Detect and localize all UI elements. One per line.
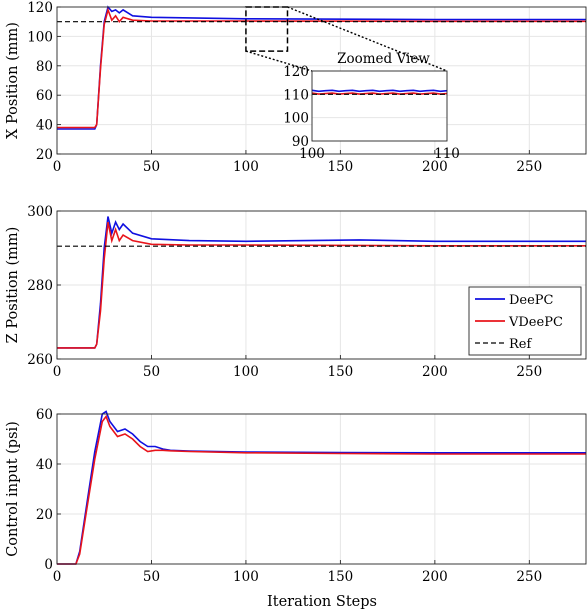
zoom-region-box: [245, 6, 289, 52]
inset-y-tick-label: 120: [283, 64, 309, 80]
legend-label: Ref: [509, 337, 532, 352]
tick-labels: 0 50 100 150 200 250 0 20 40 60: [36, 407, 542, 585]
y-tick-label: 280: [27, 278, 53, 294]
y-tick-label: 20: [36, 147, 53, 163]
inset-y-tick-label: 100: [283, 111, 309, 127]
legend-label: DeePC: [509, 293, 554, 308]
x-tick-label: 250: [516, 364, 542, 380]
y-axis-label: Z Position (mm): [5, 227, 21, 344]
series-line-vdeepc: [57, 7, 586, 129]
legend: DeePC VDeePC Ref: [468, 286, 582, 356]
inset-x-tick-label: 110: [434, 146, 460, 162]
inset-y-tick-label: 110: [283, 87, 309, 103]
y-tick-label: 120: [27, 0, 53, 16]
axes-frame: [56, 210, 587, 360]
y-axis-label: Control input (psi): [5, 421, 21, 557]
x-tick-label: 0: [53, 364, 62, 380]
legend-label: VDeePC: [508, 315, 563, 330]
axes-frame: [56, 413, 587, 565]
inset-y-tick-label: 90: [292, 134, 309, 150]
series-lines: [57, 5, 586, 130]
y-tick-label: 60: [36, 407, 53, 423]
tick-labels: 0 50 100 150 200 250 260 280 300: [27, 204, 542, 380]
x-axis-label: Iteration Steps: [267, 594, 377, 610]
panel-3: 0 50 100 150 200 250 0 20 40 60 Control input (psi…: [5, 407, 587, 585]
y-tick-label: 80: [36, 59, 53, 75]
y-tick-label: 100: [27, 29, 53, 45]
series-lines: [57, 216, 586, 349]
inset-series-deepc: [311, 89, 448, 93]
x-tick-label: 50: [143, 364, 160, 380]
y-tick-label: 60: [36, 88, 53, 104]
x-tick-label: 100: [233, 364, 259, 380]
y-axis-label: X Position (mm): [5, 22, 21, 139]
x-tick-label: 0: [53, 569, 62, 585]
y-tick-label: 300: [27, 204, 53, 220]
y-tick-label: 40: [36, 118, 53, 134]
series-line-vdeepc: [57, 221, 586, 349]
x-tick-label: 100: [233, 569, 259, 585]
x-tick-label: 250: [516, 569, 542, 585]
plot-area: [57, 414, 586, 564]
x-tick-label: 200: [422, 569, 448, 585]
inset-x-tick-label: 100: [299, 146, 325, 162]
series-lines: [57, 410, 586, 565]
series-line-vdeepc: [57, 414, 586, 565]
x-tick-label: 200: [422, 159, 448, 175]
x-tick-label: 50: [143, 569, 160, 585]
x-tick-label: 150: [328, 364, 354, 380]
y-tick-label: 0: [44, 557, 53, 573]
inset-frame: [311, 70, 448, 142]
x-tick-label: 50: [143, 159, 160, 175]
inset-series-lines: [311, 89, 448, 95]
axes-frame: [56, 6, 587, 155]
x-tick-label: 0: [53, 159, 62, 175]
inset-plot-area: [312, 71, 447, 141]
x-tick-label: 150: [328, 569, 354, 585]
zoom-connector: [245, 50, 313, 72]
inset-title: Zoomed View: [337, 51, 430, 67]
x-tick-label: 250: [516, 159, 542, 175]
y-tick-label: 260: [27, 352, 53, 368]
x-tick-label: 100: [233, 159, 259, 175]
y-tick-label: 40: [36, 457, 53, 473]
x-tick-label: 150: [328, 159, 354, 175]
x-tick-label: 200: [422, 364, 448, 380]
y-tick-label: 20: [36, 507, 53, 523]
zoom-connector: [287, 6, 448, 72]
